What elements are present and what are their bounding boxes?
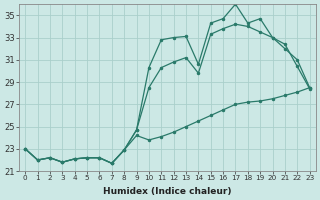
X-axis label: Humidex (Indice chaleur): Humidex (Indice chaleur) <box>103 187 232 196</box>
